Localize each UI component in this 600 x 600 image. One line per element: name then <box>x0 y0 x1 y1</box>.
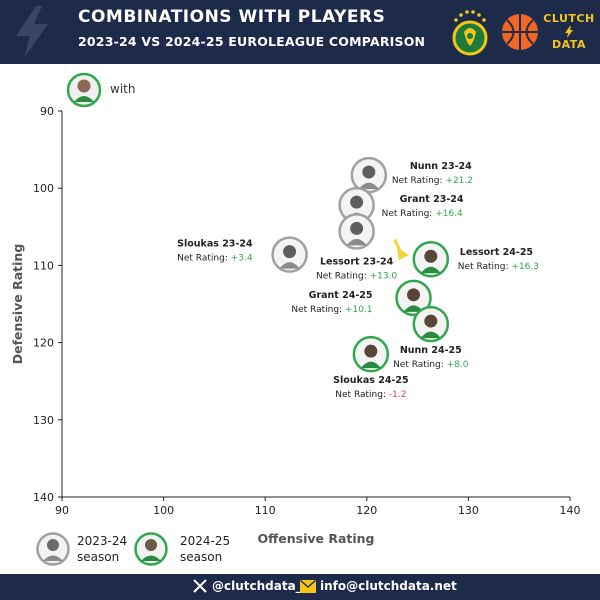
x-axis-label: Offensive Rating <box>258 531 375 546</box>
net-rating-prefix: Net Rating: <box>393 360 447 370</box>
season-2023-label-l1: 2023-24 <box>77 534 128 548</box>
euroleague-logo-icon <box>502 14 538 50</box>
chart-axes: 90 100 110 120 130 14090100110120130140Offens… <box>10 105 581 546</box>
player-node <box>271 236 308 273</box>
chart-marks: Nunn 23-24 Net Rating: +21.2 Grant 23-24 Ne… <box>177 156 539 400</box>
y-tick-label: 110 <box>33 259 54 272</box>
player-avatar-head-icon <box>424 249 438 263</box>
point-name-label: Grant 23-24 <box>400 194 464 205</box>
x-tick-label: 110 <box>255 504 276 517</box>
footer-bar: @clutchdata_ info@clutchdata.net <box>0 574 600 600</box>
point-net-rating-label: Net Rating: +16.4 <box>382 209 463 219</box>
player-node <box>395 279 432 317</box>
point-name-label: Grant 24-25 <box>309 290 373 301</box>
header-bar: COMBINATIONS WITH PLAYERS 2023-24 VS 202… <box>0 0 600 64</box>
clutchdata-logo: CLUTCH DATA <box>542 10 596 56</box>
net-rating-value: +10.1 <box>345 305 373 315</box>
net-rating-prefix: Net Rating: <box>335 390 389 400</box>
net-rating-prefix: Net Rating: <box>177 254 231 264</box>
x-tick-label: 100 <box>153 504 174 517</box>
net-rating-prefix: Net Rating: <box>392 176 446 186</box>
top-legend-label: with <box>110 82 136 96</box>
x-tick-label: 90 <box>55 504 69 517</box>
season-2024-label-l2: season <box>180 550 223 564</box>
point-net-rating-label: Net Rating: +8.0 <box>393 360 469 370</box>
mail-icon <box>300 580 316 593</box>
player-avatar-body-icon <box>346 238 367 246</box>
player-avatar-head-icon <box>283 245 297 259</box>
net-rating-prefix: Net Rating: <box>458 262 512 272</box>
net-rating-value: +13.0 <box>370 271 398 281</box>
player-avatar-head-icon <box>350 195 364 209</box>
player-avatar-head-icon <box>364 344 378 358</box>
season-2024-label-l1: 2024-25 <box>180 534 231 548</box>
brand-bolt-icon <box>565 26 573 38</box>
player-avatar-body-icon <box>360 361 381 369</box>
point-net-rating-label: Net Rating: +13.0 <box>316 271 397 281</box>
x-twitter-icon <box>193 579 207 593</box>
player-node <box>352 335 390 373</box>
twitter-handle[interactable]: @clutchdata_ <box>212 579 302 593</box>
point-name-label: Nunn 23-24 <box>410 161 472 172</box>
club-logo-icon <box>452 10 488 56</box>
player-avatar-head-icon <box>424 314 438 328</box>
point-net-rating-label: Net Rating: +16.3 <box>458 262 539 272</box>
player-avatar-body-icon <box>403 305 424 312</box>
point-name-label: Nunn 24-25 <box>400 345 462 356</box>
net-rating-value: +21.2 <box>445 176 473 186</box>
point-name-label: Lessort 23-24 <box>320 256 394 267</box>
y-tick-label: 100 <box>33 182 54 195</box>
point-name-label: Lessort 24-25 <box>460 247 533 258</box>
net-rating-value: -1.2 <box>389 390 407 400</box>
player-avatar-body-icon <box>420 266 441 274</box>
y-tick-label: 120 <box>33 337 54 350</box>
player-avatar-body-icon <box>420 331 441 339</box>
lightning-bolt-icon <box>16 6 48 58</box>
player-avatar-head-icon <box>362 165 376 179</box>
y-axis-label: Defensive Rating <box>10 244 25 365</box>
season-2023-label-l2: season <box>77 550 120 564</box>
x-tick-label: 130 <box>458 504 479 517</box>
player-avatar-head-icon <box>350 221 364 235</box>
player-node <box>412 240 450 278</box>
season-legend: 2023-24 season 2024-25 season <box>0 526 300 574</box>
net-rating-value: +16.3 <box>511 262 539 272</box>
player-node <box>412 305 450 343</box>
x-tick-label: 120 <box>356 504 377 517</box>
point-net-rating-label: Net Rating: +3.4 <box>177 254 253 264</box>
net-rating-prefix: Net Rating: <box>316 271 370 281</box>
net-rating-prefix: Net Rating: <box>382 209 436 219</box>
player-avatar-body-icon <box>358 182 379 190</box>
y-tick-label: 130 <box>33 414 54 427</box>
player-avatar-head-icon <box>407 288 421 302</box>
season-2024-avatar-icon <box>134 532 168 566</box>
point-net-rating-label: Net Rating: +10.1 <box>291 305 372 315</box>
net-rating-value: +8.0 <box>447 360 469 370</box>
player-avatar-body-icon <box>279 262 300 269</box>
transition-arrow-head <box>396 246 409 261</box>
net-rating-prefix: Net Rating: <box>291 305 345 315</box>
player-avatar-icon <box>66 72 102 108</box>
net-rating-value: +16.4 <box>435 209 463 219</box>
net-rating-value: +3.4 <box>231 254 253 264</box>
point-net-rating-label: Net Rating: -1.2 <box>335 390 406 400</box>
page-subtitle: 2023-24 VS 2024-25 EUROLEAGUE COMPARISON <box>78 34 426 49</box>
point-name-label: Sloukas 23-24 <box>177 239 253 250</box>
y-tick-label: 140 <box>33 491 54 504</box>
y-tick-label: 90 <box>40 105 54 118</box>
contact-email[interactable]: info@clutchdata.net <box>320 579 457 593</box>
point-name-label: Sloukas 24-25 <box>333 375 408 386</box>
brand-line1: CLUTCH <box>543 12 595 25</box>
page-title: COMBINATIONS WITH PLAYERS <box>78 7 386 27</box>
top-legend: with <box>66 72 266 108</box>
point-net-rating-label: Net Rating: +21.2 <box>392 176 473 186</box>
player-node <box>338 213 375 250</box>
x-tick-label: 140 <box>560 504 581 517</box>
brand-line2: DATA <box>552 38 586 51</box>
scatter-chart: 90 100 110 120 130 14090100110120130140Offens… <box>10 105 581 546</box>
season-2023-avatar-icon <box>36 532 70 566</box>
